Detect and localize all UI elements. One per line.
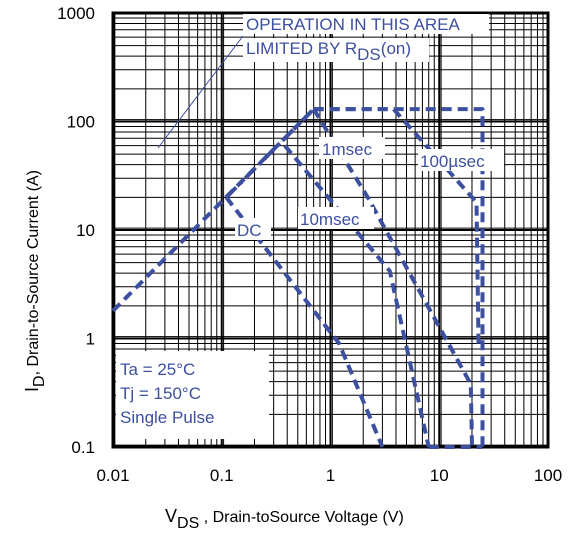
label-dc-bg: [235, 218, 271, 240]
x-axis-label-main: V: [165, 506, 177, 526]
x-tick-label: 100: [534, 466, 562, 485]
rds-annotation-post: (on): [381, 39, 411, 58]
soa-curve: [224, 107, 316, 199]
y-axis-label: ID, Drain-to-Source Current (A): [22, 170, 48, 392]
rds-annotation-pre: LIMITED BY R: [246, 39, 357, 58]
plot-frame: [111, 11, 550, 449]
x-tick-label: 1: [326, 466, 335, 485]
rds-annotation-line2: LIMITED BY RDS(on): [246, 39, 411, 64]
soa-curve: [283, 144, 431, 448]
conditions-box: Ta = 25°C Tj = 150°C Single Pulse: [116, 351, 269, 439]
x-tick-label: 0.1: [210, 466, 234, 485]
y-tick-label: 100: [67, 113, 95, 132]
rds-annotation-line1: OPERATION IN THIS AREA: [246, 15, 460, 34]
x-tick-label: 0.01: [96, 466, 129, 485]
x-axis-ticks: 0.01 0.1 1 10 100: [96, 466, 562, 485]
x-axis-label-rest: , Drain-toSource Voltage (V): [199, 509, 404, 526]
y-tick-label: 1000: [57, 4, 95, 23]
y-axis-label-sub: D: [31, 375, 48, 387]
rds-annotation-sub: DS: [357, 45, 381, 64]
condition-tj: Tj = 150°C: [120, 384, 201, 403]
label-10msec-bg: [298, 207, 374, 229]
rds-annotation: OPERATION IN THIS AREA LIMITED BY RDS(on…: [243, 14, 489, 64]
y-tick-label: 1: [86, 330, 95, 349]
y-tick-label: 10: [76, 221, 95, 240]
rds-annotation-bg2: [243, 38, 429, 62]
label-100usec-bg: [418, 149, 504, 171]
x-tick-label: 10: [430, 466, 449, 485]
y-axis-label-main: I: [22, 387, 42, 392]
label-10msec: 10msec: [300, 210, 360, 229]
condition-pulse: Single Pulse: [120, 408, 215, 427]
label-1msec-bg: [319, 137, 385, 159]
label-100usec: 100µsec: [420, 152, 485, 171]
soa-curve: [224, 196, 385, 448]
x-axis-label-sub: DS: [177, 515, 199, 532]
y-axis-label-rest: , Drain-to-Source Current (A): [25, 170, 42, 375]
label-dc: DC: [237, 221, 262, 240]
rds-leader-line: [157, 35, 244, 149]
y-axis-ticks: 0.1 1 10 100 1000: [57, 4, 95, 457]
label-1msec: 1msec: [322, 140, 373, 159]
conditions-bg: [116, 351, 269, 439]
soa-curve: [313, 107, 481, 350]
x-axis-label: VDS , Drain-toSource Voltage (V): [165, 506, 404, 532]
y-tick-label: 0.1: [71, 438, 95, 457]
rds-annotation-bg: [243, 14, 489, 34]
condition-ta: Ta = 25°C: [120, 360, 195, 379]
